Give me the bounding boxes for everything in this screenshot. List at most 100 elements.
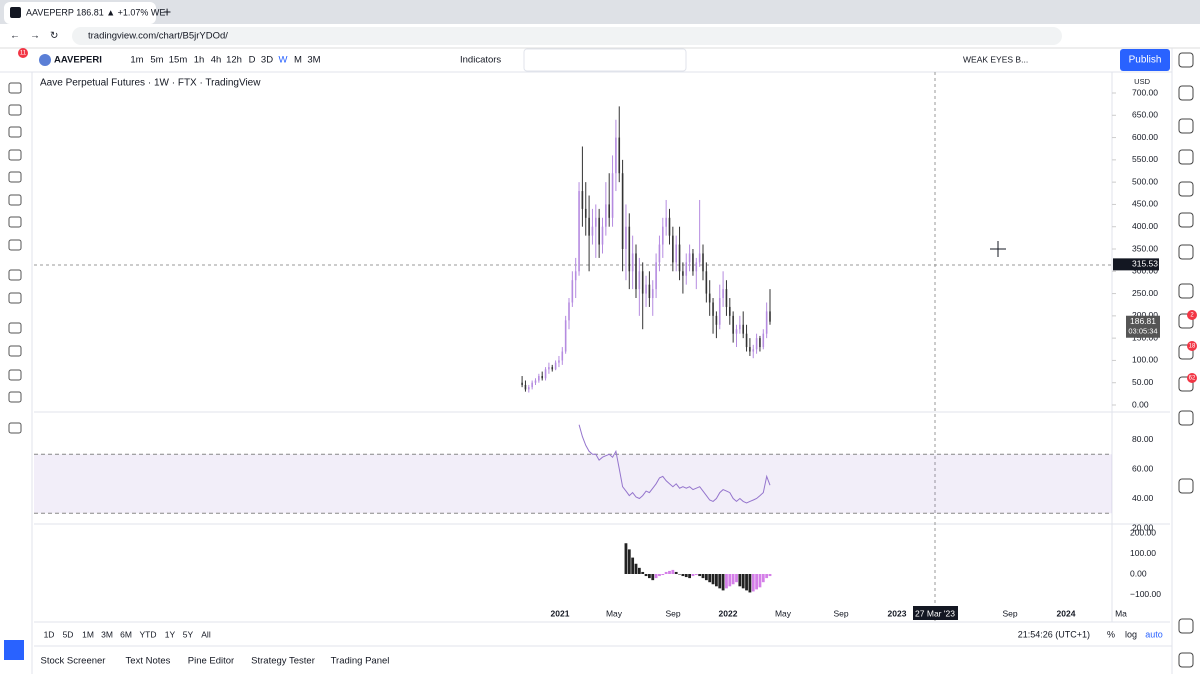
- candle-body: [564, 320, 567, 352]
- range-button[interactable]: YTD: [140, 629, 157, 639]
- widget-icon[interactable]: [1178, 181, 1194, 197]
- tool-icon[interactable]: [8, 345, 22, 357]
- tab-title[interactable]: AAVEPERP 186.81 ▲ +1.07% WE: [26, 7, 165, 17]
- macd-bar: [731, 574, 735, 585]
- widget-icon[interactable]: [1178, 344, 1194, 360]
- x-tick-label: May: [775, 608, 792, 618]
- macd-bar: [725, 574, 728, 589]
- back[interactable]: ←: [10, 31, 20, 42]
- range-button[interactable]: All: [201, 629, 211, 639]
- interval[interactable]: 3M: [307, 55, 320, 66]
- macd-tick-label: 200.00: [1130, 527, 1156, 537]
- tool-icon[interactable]: [8, 104, 22, 116]
- address-bar[interactable]: [72, 27, 1062, 45]
- widget-icon[interactable]: [1178, 652, 1194, 668]
- forward[interactable]: →: [30, 31, 40, 42]
- panel-tab[interactable]: Pine Editor: [188, 656, 234, 667]
- tool-icon[interactable]: [8, 149, 22, 161]
- panel-tab[interactable]: Stock Screener: [41, 656, 106, 667]
- widget-icon[interactable]: [1178, 52, 1194, 68]
- tool-icon[interactable]: [8, 171, 22, 183]
- widget-icon[interactable]: [1178, 212, 1194, 228]
- last-price-bg: [1126, 315, 1160, 338]
- panel-tab[interactable]: Text Notes: [126, 656, 171, 667]
- widget-icon[interactable]: [1178, 410, 1194, 426]
- macd-bar: [718, 574, 722, 589]
- tool-icon[interactable]: [8, 216, 22, 228]
- active-tab[interactable]: [4, 2, 156, 24]
- candle-body: [685, 262, 688, 276]
- new-tab[interactable]: +: [163, 4, 171, 20]
- widget-icon[interactable]: [1178, 244, 1194, 260]
- currency[interactable]: USD: [1134, 77, 1150, 86]
- tool-icon[interactable]: [8, 194, 22, 206]
- range-button[interactable]: 3M: [101, 629, 113, 639]
- tool-icon[interactable]: [8, 239, 22, 251]
- symbol[interactable]: AAVEPERI: [54, 55, 102, 66]
- tool-icon[interactable]: [8, 269, 22, 281]
- x-tick-label: Sep: [1002, 608, 1017, 618]
- range-button[interactable]: 1D: [44, 629, 55, 639]
- auto-toggle[interactable]: auto: [1145, 629, 1163, 639]
- tool-icon[interactable]: [8, 391, 22, 403]
- range-button[interactable]: 5D: [63, 629, 74, 639]
- interval[interactable]: M: [294, 55, 302, 66]
- publish-label[interactable]: Publish: [1129, 55, 1162, 66]
- candle-body: [528, 387, 530, 390]
- macd-bar: [708, 574, 712, 583]
- panel-tab[interactable]: Trading Panel: [331, 656, 390, 667]
- widget-icon[interactable]: [1178, 478, 1194, 494]
- macd-bar: [704, 574, 708, 581]
- interval[interactable]: 3D: [261, 55, 273, 66]
- panel-tab[interactable]: Strategy Tester: [251, 656, 315, 667]
- widget-icon[interactable]: [1178, 618, 1194, 634]
- layout-name[interactable]: WEAK EYES B...: [963, 54, 1028, 64]
- url[interactable]: tradingview.com/chart/B5jrYDOd/: [88, 31, 228, 42]
- interval[interactable]: 1m: [130, 55, 143, 66]
- candle-body: [645, 284, 647, 294]
- macd-bar: [721, 574, 725, 591]
- interval[interactable]: 4h: [211, 55, 222, 66]
- tool-icon[interactable]: [8, 126, 22, 138]
- range-button[interactable]: 1M: [82, 629, 94, 639]
- range-button[interactable]: 5Y: [183, 629, 194, 639]
- y-tick-label: 100.00: [1132, 355, 1158, 365]
- tool-icon[interactable]: [8, 369, 22, 381]
- candle-body: [551, 367, 554, 370]
- rsi-tick-label: 60.00: [1132, 463, 1154, 473]
- rsi-line: [578, 424, 771, 504]
- toggle-panel[interactable]: [4, 640, 24, 660]
- interval[interactable]: 15m: [169, 55, 188, 66]
- range-button[interactable]: 1Y: [165, 629, 176, 639]
- macd-bar: [624, 543, 628, 574]
- range-button[interactable]: 6M: [120, 629, 132, 639]
- widget-icon[interactable]: [1178, 313, 1194, 329]
- interval[interactable]: 1h: [194, 55, 205, 66]
- interval[interactable]: W: [279, 55, 288, 66]
- reload[interactable]: ↻: [50, 31, 58, 42]
- widget-icon[interactable]: [1178, 149, 1194, 165]
- interval[interactable]: 12h: [226, 55, 242, 66]
- tool-icon[interactable]: [8, 422, 22, 434]
- widget-icon[interactable]: [1178, 118, 1194, 134]
- candle-body: [538, 376, 540, 381]
- widget-icon[interactable]: [1178, 283, 1194, 299]
- tool-icon[interactable]: [8, 82, 22, 94]
- y-tick-label: 700.00: [1132, 87, 1158, 97]
- candle-body: [725, 289, 728, 307]
- log-toggle[interactable]: log: [1125, 629, 1137, 639]
- tool-icon[interactable]: [8, 292, 22, 304]
- widget-icon[interactable]: [1178, 376, 1194, 392]
- tool-icon[interactable]: [8, 322, 22, 334]
- badge-bg: [1187, 373, 1197, 383]
- rsi-tick-label: 80.00: [1132, 434, 1154, 444]
- macd-bar: [671, 569, 675, 574]
- publish-button[interactable]: [1120, 49, 1170, 71]
- interval[interactable]: D: [249, 55, 256, 66]
- indicators-button[interactable]: Indicators: [460, 55, 501, 66]
- favicon: [10, 7, 21, 18]
- widget-icon[interactable]: [1178, 85, 1194, 101]
- percent-toggle[interactable]: %: [1107, 629, 1115, 639]
- interval[interactable]: 5m: [150, 55, 163, 66]
